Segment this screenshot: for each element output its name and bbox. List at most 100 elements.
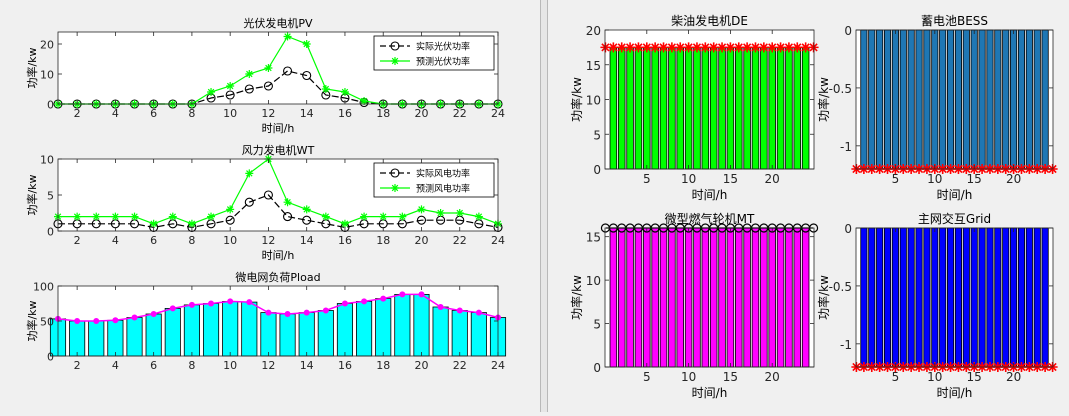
bar: [677, 228, 684, 367]
x-tick-label: 12: [261, 359, 275, 372]
x-tick-label: 22: [453, 359, 467, 372]
bar: [786, 228, 793, 367]
x-tick-label: 16: [338, 234, 352, 247]
bar: [979, 30, 985, 169]
bar: [735, 228, 742, 367]
bar: [299, 313, 314, 356]
x-tick-label: 15: [723, 172, 738, 186]
point: [418, 291, 424, 297]
x-axis-label: 时间/h: [937, 188, 973, 202]
x-tick-label: 15: [967, 370, 982, 384]
point: [284, 198, 292, 206]
y-tick-label: 0: [47, 226, 54, 239]
point: [323, 308, 329, 314]
x-tick-label: 10: [223, 107, 237, 120]
point: [111, 213, 119, 221]
y-tick-label: 15: [586, 59, 601, 73]
x-axis-label: 时间/h: [692, 188, 728, 202]
x-tick-label: 18: [376, 107, 390, 120]
bar: [1034, 228, 1040, 367]
bar: [414, 294, 429, 356]
bar: [685, 47, 692, 169]
bar: [677, 47, 684, 169]
bar: [987, 30, 993, 169]
point: [476, 310, 482, 316]
bar: [727, 47, 734, 169]
chart-title: 微电网负荷Pload: [235, 270, 320, 284]
bar: [752, 47, 759, 169]
y-tick-label: -1: [840, 338, 852, 352]
bar: [876, 30, 882, 169]
bar: [146, 314, 161, 356]
bar: [777, 228, 784, 367]
bar: [203, 304, 218, 357]
bar: [660, 228, 667, 367]
x-tick-label: 4: [112, 107, 119, 120]
point: [132, 315, 138, 321]
bar: [802, 228, 809, 367]
bar: [955, 228, 961, 367]
window-divider[interactable]: [540, 0, 548, 412]
x-tick-label: 20: [1006, 370, 1021, 384]
point: [322, 85, 330, 93]
bar: [165, 308, 180, 356]
point: [285, 311, 291, 317]
bar: [318, 311, 333, 357]
bar: [127, 318, 142, 357]
y-axis-label: 功率/kw: [25, 300, 39, 341]
y-tick-label: 0: [593, 163, 601, 177]
y-tick-label: 5: [593, 318, 601, 332]
point: [304, 310, 310, 316]
bar: [876, 228, 882, 367]
bar: [987, 228, 993, 367]
point: [245, 70, 253, 78]
bar: [1026, 228, 1032, 367]
x-tick-label: 20: [765, 370, 780, 384]
bar: [940, 228, 946, 367]
x-axis-label: 时间/h: [937, 386, 973, 400]
bar: [261, 313, 276, 356]
point: [226, 205, 234, 213]
bar: [971, 228, 977, 367]
bar: [669, 47, 676, 169]
y-tick-label: 5: [47, 190, 54, 203]
point: [303, 40, 311, 48]
y-tick-label: -0.5: [829, 82, 852, 96]
bar: [643, 47, 650, 169]
bar: [884, 30, 890, 169]
bar: [861, 228, 867, 367]
x-tick-label: 18: [376, 234, 390, 247]
y-tick-label: 100: [33, 281, 54, 294]
point: [457, 308, 463, 314]
y-axis-label: 功率/kw: [816, 275, 831, 320]
bar: [1018, 228, 1024, 367]
point: [360, 213, 368, 221]
bar: [669, 228, 676, 367]
point: [93, 318, 99, 324]
bar: [610, 47, 617, 169]
x-tick-label: 22: [453, 107, 467, 120]
bar: [635, 228, 642, 367]
x-tick-label: 6: [150, 234, 157, 247]
bar: [963, 228, 969, 367]
x-tick-label: 14: [300, 234, 314, 247]
y-tick-label: 50: [40, 316, 54, 329]
x-tick-label: 10: [681, 172, 696, 186]
bar: [940, 30, 946, 169]
x-tick-label: 10: [681, 370, 696, 384]
bar: [702, 228, 709, 367]
x-tick-label: 20: [765, 172, 780, 186]
x-tick-label: 20: [1006, 172, 1021, 186]
x-tick-label: 12: [261, 234, 275, 247]
y-tick-label: 10: [586, 274, 601, 288]
x-tick-label: 6: [150, 107, 157, 120]
y-tick-label: -1: [840, 140, 852, 154]
legend-label: 实际光伏功率: [416, 41, 470, 53]
point: [208, 301, 214, 307]
bar: [884, 228, 890, 367]
y-tick-label: -0.5: [829, 280, 852, 294]
bar: [452, 311, 467, 357]
bar: [184, 305, 199, 356]
point: [437, 209, 445, 217]
